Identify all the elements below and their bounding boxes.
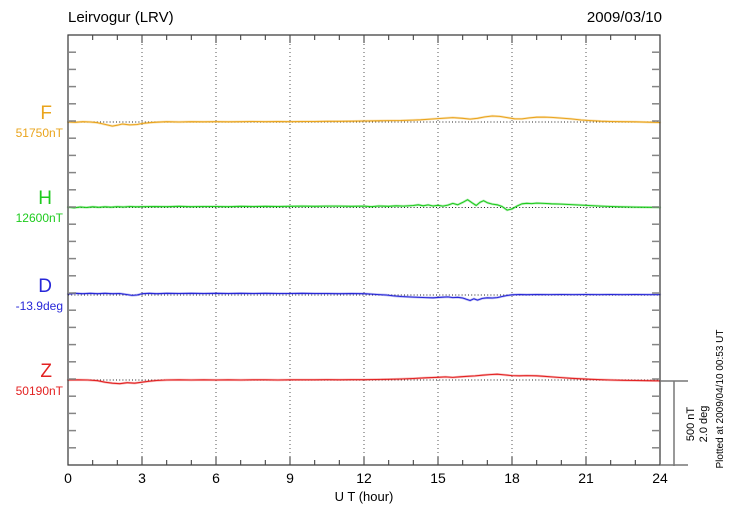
x-tick-label-18: 18 [504,470,520,486]
baseline-value-D: -13.9deg [15,299,63,313]
trace-H [67,199,661,211]
baseline-value-Z: 50190nT [15,384,63,398]
x-tick-label-3: 3 [138,470,146,486]
trace-Z [67,373,661,385]
trace-F [67,115,661,127]
x-tick-label-15: 15 [430,470,446,486]
x-tick-label-9: 9 [286,470,294,486]
x-tick-label-21: 21 [578,470,594,486]
trace-label-H: H [38,188,52,209]
x-tick-label-12: 12 [356,470,372,486]
x-axis-title: U T (hour) [334,489,394,504]
plotted-at-footnote: Plotted at 2009/04/10 00:53 UT [715,329,726,469]
plot-date: 2009/03/10 [586,9,662,26]
trace-label-D: D [38,276,52,297]
scale-bar-label: 500 nT 2.0 deg [685,379,711,469]
x-tick-label-6: 6 [212,470,220,486]
trace-label-Z: Z [40,361,52,382]
x-tick-label-0: 0 [64,470,72,486]
trace-label-F: F [40,103,52,124]
trace-Z [66,373,662,385]
x-tick-label-24: 24 [652,470,668,486]
baseline-value-H: 12600nT [15,211,63,225]
trace-D [67,292,661,302]
baseline-value-F: 51750nT [15,126,63,140]
station-title: Leirvogur (LRV) [68,9,174,26]
scale-bar-deg-label: 2.0 deg [698,405,710,443]
scale-bar-nt-label: 500 nT [685,406,697,442]
